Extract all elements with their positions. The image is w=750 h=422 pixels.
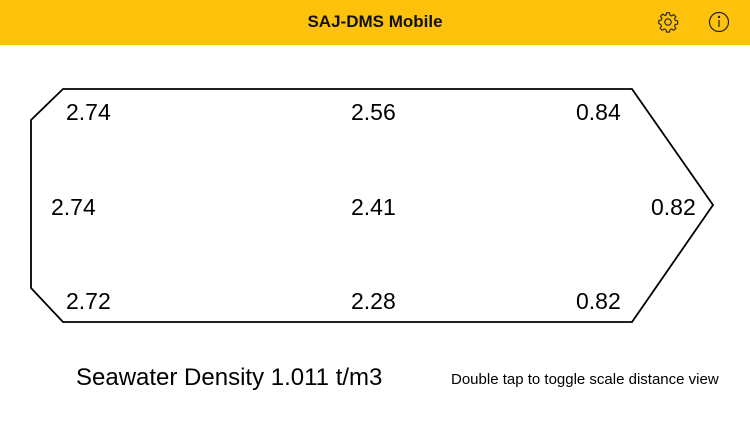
seawater-density: Seawater Density 1.011 t/m3 [76,364,383,391]
draft-bottom-fwd: 0.82 [576,288,621,314]
draft-top-fwd: 0.84 [576,99,621,125]
draft-center-fwd: 0.82 [651,194,696,220]
gear-icon[interactable] [657,11,679,33]
app-header: SAJ-DMS Mobile [0,0,750,45]
draft-top-aft: 2.74 [66,99,111,125]
draft-bottom-aft: 2.72 [66,288,111,314]
draft-top-mid: 2.56 [351,99,396,125]
draft-bottom-mid: 2.28 [351,288,396,314]
toggle-hint: Double tap to toggle scale distance view [451,371,719,388]
draft-center-mid: 2.41 [351,194,396,220]
draft-center-aft: 2.74 [51,194,96,220]
info-icon[interactable] [708,11,730,33]
app-title: SAJ-DMS Mobile [307,12,443,31]
